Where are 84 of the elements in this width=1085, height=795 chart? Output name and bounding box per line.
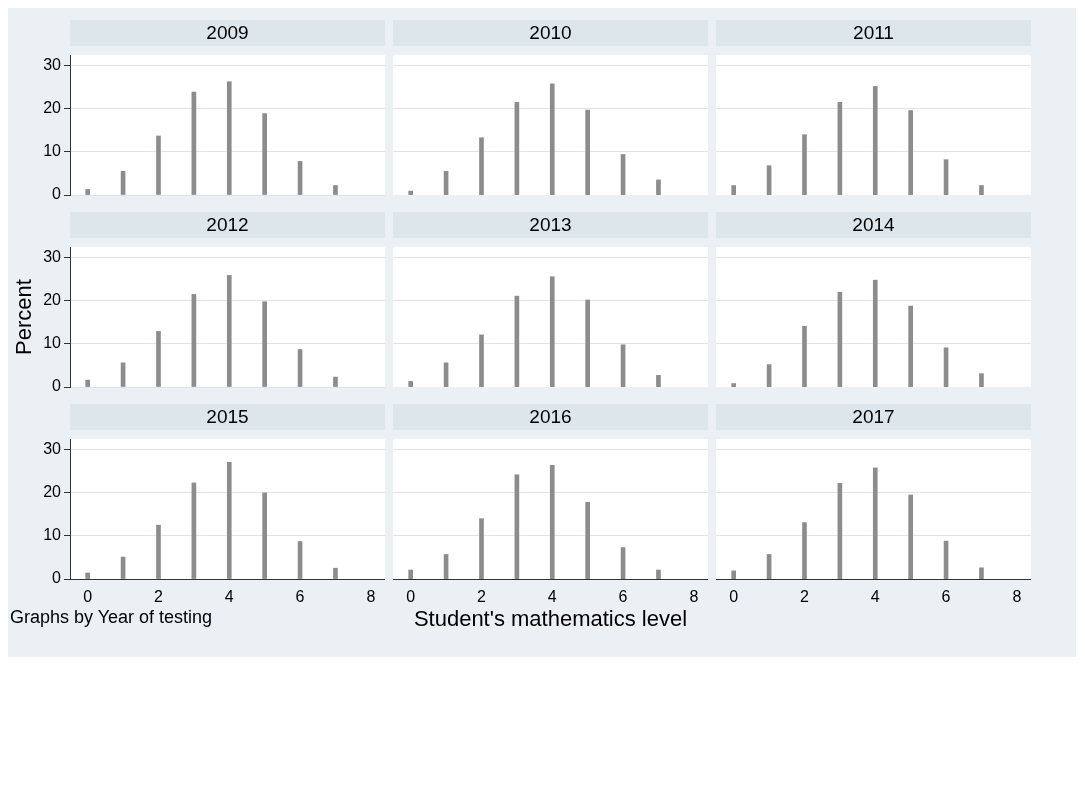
bar bbox=[226, 81, 232, 195]
bar bbox=[872, 279, 878, 387]
x-tick-label: 6 bbox=[618, 588, 628, 606]
x-tick-label: 6 bbox=[941, 588, 951, 606]
bar bbox=[408, 569, 414, 579]
bar bbox=[408, 381, 414, 387]
chart-title: 2013 bbox=[393, 212, 708, 238]
bar bbox=[156, 331, 161, 387]
bar bbox=[802, 134, 807, 195]
bar bbox=[408, 190, 414, 195]
bar bbox=[731, 383, 737, 387]
chart-title: 2016 bbox=[393, 404, 708, 430]
bar bbox=[802, 522, 807, 579]
y-tick-label: 30 bbox=[43, 440, 62, 458]
bar bbox=[585, 501, 590, 579]
x-tick-label: 0 bbox=[406, 588, 416, 606]
bar bbox=[226, 461, 232, 579]
text: Graphs by Year of testing bbox=[10, 607, 213, 628]
bar bbox=[333, 185, 338, 195]
bar bbox=[333, 567, 338, 579]
y-tick-label: 0 bbox=[52, 569, 62, 587]
y-tick-label: 20 bbox=[43, 483, 62, 501]
bar bbox=[549, 276, 555, 387]
y-tick-label: 0 bbox=[52, 377, 62, 395]
y-tick-label: 10 bbox=[43, 526, 62, 544]
bar bbox=[585, 299, 590, 387]
y-tick-label: 10 bbox=[43, 334, 62, 352]
bar bbox=[479, 137, 484, 195]
bar bbox=[731, 570, 737, 579]
x-tick-label: 8 bbox=[689, 588, 699, 606]
bar bbox=[85, 379, 91, 387]
y-axis-title: Percent bbox=[11, 279, 37, 355]
bar bbox=[979, 185, 984, 195]
x-tick-label: 2 bbox=[800, 588, 810, 606]
x-tick-label: 8 bbox=[1012, 588, 1022, 606]
bar bbox=[479, 518, 484, 579]
bar bbox=[656, 569, 661, 579]
bar bbox=[656, 179, 661, 195]
chart-title: 2017 bbox=[716, 404, 1031, 430]
bar bbox=[656, 375, 661, 387]
y-tick-label: 30 bbox=[43, 248, 62, 266]
y-tick-label: 20 bbox=[43, 99, 62, 117]
x-tick-label: 4 bbox=[547, 588, 557, 606]
x-tick-label: 4 bbox=[870, 588, 880, 606]
x-axis-title: Student's mathematics level bbox=[413, 605, 688, 631]
bar bbox=[979, 373, 984, 387]
x-tick-label: 4 bbox=[224, 588, 234, 606]
bar bbox=[872, 86, 878, 195]
bar bbox=[979, 567, 984, 579]
x-tick-label: 0 bbox=[729, 588, 739, 606]
bar bbox=[908, 305, 913, 387]
y-tick-label: 0 bbox=[52, 185, 62, 203]
bar bbox=[872, 467, 878, 579]
x-tick-label: 2 bbox=[477, 588, 487, 606]
x-tick-label: 0 bbox=[83, 588, 93, 606]
bar bbox=[156, 524, 161, 579]
chart-title: 2015 bbox=[70, 404, 385, 430]
chart-title: 2010 bbox=[393, 20, 708, 46]
bar bbox=[262, 301, 267, 387]
y-tick-label: 30 bbox=[43, 56, 62, 74]
y-tick-label: 20 bbox=[43, 291, 62, 309]
bar bbox=[549, 464, 555, 579]
bar bbox=[333, 376, 338, 387]
bar bbox=[262, 492, 267, 579]
chart-title: 2012 bbox=[70, 212, 385, 238]
bar bbox=[226, 275, 232, 387]
bar bbox=[549, 83, 555, 195]
chart-title: 2009 bbox=[70, 20, 385, 46]
bar bbox=[585, 109, 590, 195]
bar bbox=[908, 494, 913, 579]
x-tick-label: 2 bbox=[154, 588, 164, 606]
bar bbox=[156, 135, 161, 195]
bar bbox=[85, 189, 91, 195]
x-tick-label: 6 bbox=[295, 588, 305, 606]
bar bbox=[908, 110, 913, 195]
bar bbox=[731, 185, 737, 195]
bar bbox=[262, 113, 267, 195]
bar bbox=[85, 572, 91, 579]
chart-title: 2014 bbox=[716, 212, 1031, 238]
chart-title: 2011 bbox=[716, 20, 1031, 46]
x-tick-label: 8 bbox=[366, 588, 376, 606]
y-tick-label: 10 bbox=[43, 142, 62, 160]
bar bbox=[479, 334, 484, 387]
bar bbox=[802, 325, 807, 387]
